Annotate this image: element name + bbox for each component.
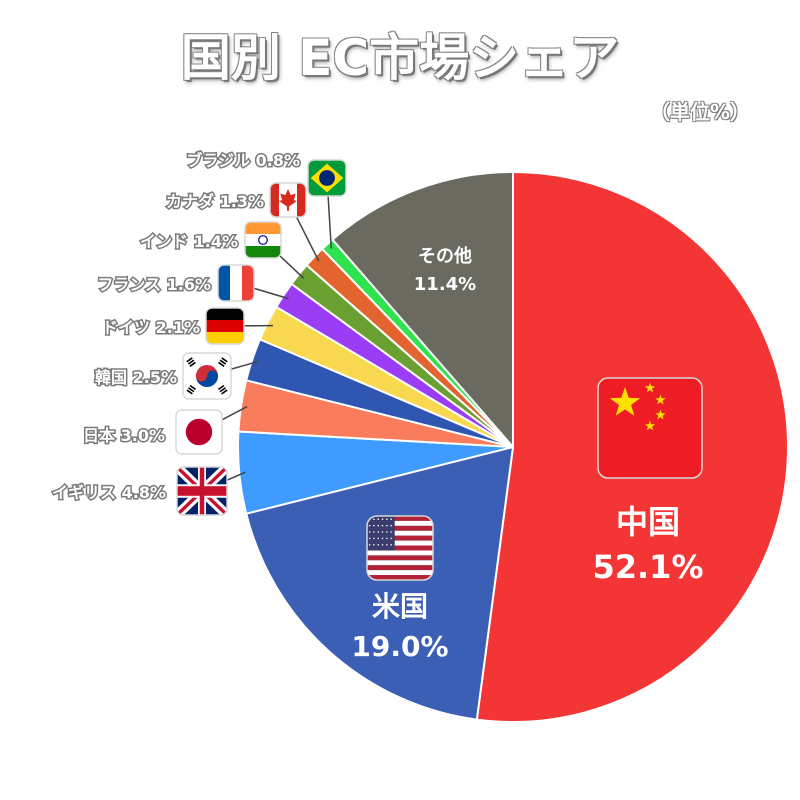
slice-name-label: 中国: [616, 503, 680, 541]
india-flag-icon: [244, 221, 282, 259]
slice-label: 日本 3.0%: [83, 426, 165, 445]
slice-value-label: 52.1%: [592, 548, 703, 586]
slice-label: 韓国 2.5%: [95, 368, 177, 387]
slice-name-label: 米国: [372, 590, 428, 623]
slice-label: インド 1.4%: [140, 232, 238, 251]
pie-slice: [331, 170, 514, 450]
chart-unit: （単位%）: [649, 100, 750, 124]
slice-label: ドイツ 2.1%: [102, 318, 200, 337]
usa-flag-icon: [366, 515, 434, 581]
canada-flag-icon: [269, 182, 307, 218]
france-flag-icon: [217, 264, 255, 302]
slice-label: イギリス 4.8%: [52, 483, 166, 502]
brazil-flag-icon: [307, 159, 347, 197]
pie-slice: [245, 445, 515, 721]
germany-flag-icon: [205, 307, 245, 345]
slice-label: フランス 1.6%: [97, 275, 211, 294]
slice-name-label: その他: [418, 245, 472, 267]
chart-title: 国別 EC市場シェア: [180, 29, 620, 87]
korea-flag-icon: [182, 352, 232, 400]
slice-label: ブラジル 0.8%: [186, 151, 300, 170]
uk-flag-icon: [176, 466, 228, 516]
slice-label: カナダ 1.3%: [166, 192, 264, 211]
japan-flag-icon: [175, 409, 223, 455]
slice-value-label: 19.0%: [351, 630, 448, 663]
slice-value-label: 11.4%: [414, 274, 476, 295]
china-flag-icon: [597, 377, 703, 479]
